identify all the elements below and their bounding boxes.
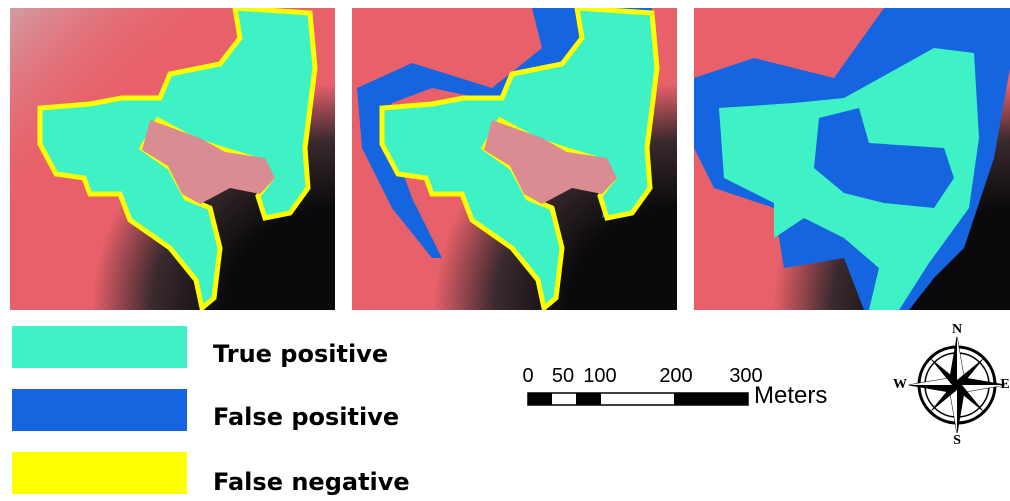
compass-label: E <box>1000 377 1009 392</box>
scale-label: 100 <box>583 365 616 387</box>
legend-label: False positive <box>213 403 399 431</box>
legend-label: False negative <box>213 468 410 496</box>
panel <box>352 8 678 310</box>
compass-label: S <box>953 433 961 448</box>
legend: True positive False positive False negat… <box>12 326 410 496</box>
scale-label: 200 <box>659 365 692 387</box>
scale-segment <box>576 393 601 405</box>
scale-label: 50 <box>552 365 574 387</box>
figure: True positive False positive False negat… <box>0 0 1010 501</box>
legend-swatch <box>12 452 187 494</box>
scale-bar: 0 50 100 200 300 Meters <box>522 365 827 409</box>
compass: N S W E <box>893 322 1010 448</box>
compass-label: N <box>952 322 962 337</box>
panel <box>10 8 335 310</box>
legend-swatch <box>12 389 187 431</box>
legend-swatch <box>12 326 187 368</box>
legend-label: True positive <box>213 340 388 368</box>
scale-segment <box>528 393 552 405</box>
scale-segment <box>674 393 748 405</box>
scale-unit: Meters <box>754 382 827 409</box>
compass-label: W <box>893 377 907 392</box>
panel <box>694 8 1010 310</box>
scale-label: 0 <box>522 365 533 387</box>
